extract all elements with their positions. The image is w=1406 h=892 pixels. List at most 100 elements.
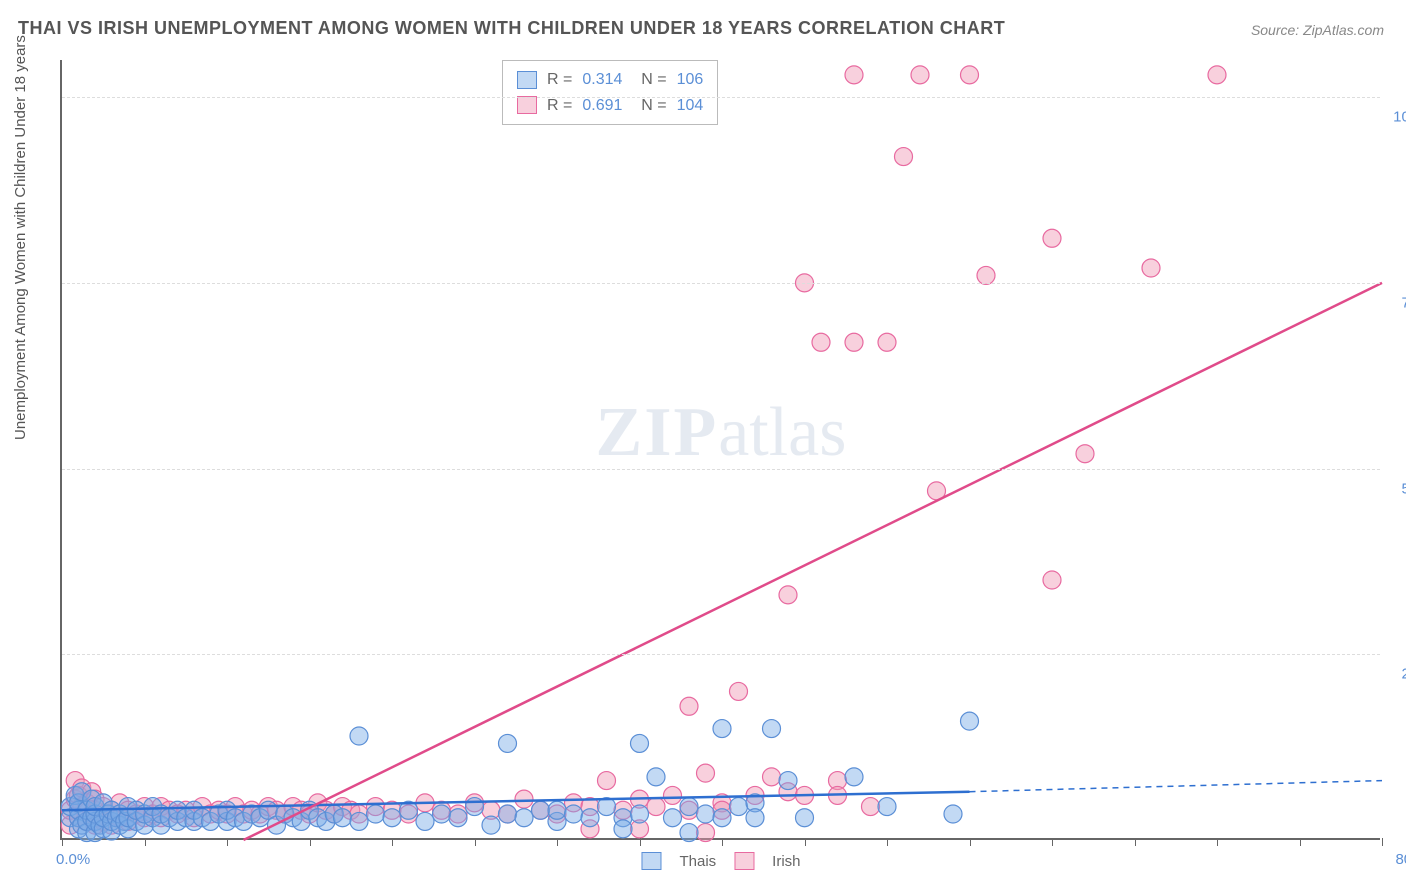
chart-title: THAI VS IRISH UNEMPLOYMENT AMONG WOMEN W… bbox=[18, 18, 1005, 39]
x-tick bbox=[1217, 838, 1218, 846]
x-tick bbox=[1052, 838, 1053, 846]
irish-point bbox=[664, 786, 682, 804]
thais-point bbox=[367, 805, 385, 823]
irish-point bbox=[1043, 229, 1061, 247]
x-tick bbox=[62, 838, 63, 846]
thais-point bbox=[713, 809, 731, 827]
thais-point bbox=[730, 798, 748, 816]
stats-r-value: 0.314 bbox=[582, 67, 622, 93]
irish-point bbox=[1208, 66, 1226, 84]
thais-point bbox=[779, 772, 797, 790]
irish-point bbox=[598, 772, 616, 790]
x-tick bbox=[722, 838, 723, 846]
x-tick bbox=[805, 838, 806, 846]
thais-point bbox=[466, 798, 484, 816]
irish-point bbox=[977, 266, 995, 284]
irish-point bbox=[730, 682, 748, 700]
thais-point bbox=[631, 805, 649, 823]
thais-point bbox=[647, 768, 665, 786]
thais-point bbox=[878, 798, 896, 816]
correlation-stats-box: R = 0.314 N = 106R = 0.691 N = 104 bbox=[502, 60, 718, 125]
irish-point bbox=[680, 697, 698, 715]
thais-point bbox=[449, 809, 467, 827]
irish-point bbox=[647, 798, 665, 816]
irish-point bbox=[878, 333, 896, 351]
thais-point bbox=[383, 809, 401, 827]
thais-point bbox=[565, 805, 583, 823]
x-tick bbox=[145, 838, 146, 846]
irish-point bbox=[862, 798, 880, 816]
stats-n-value: 106 bbox=[677, 67, 704, 93]
irish-point bbox=[845, 66, 863, 84]
thais-point bbox=[944, 805, 962, 823]
thais-point bbox=[746, 809, 764, 827]
x-tick bbox=[392, 838, 393, 846]
thais-point bbox=[532, 801, 550, 819]
thais-point bbox=[548, 801, 566, 819]
thais-point bbox=[614, 820, 632, 838]
stats-n-label: N = bbox=[632, 67, 666, 93]
x-tick bbox=[227, 838, 228, 846]
y-tick-label: 50.0% bbox=[1401, 480, 1406, 497]
stats-swatch bbox=[517, 96, 537, 114]
irish-point bbox=[1142, 259, 1160, 277]
irish-point bbox=[779, 586, 797, 604]
irish-trendline bbox=[244, 283, 1383, 840]
plot-area: ZIPatlas R = 0.314 N = 106R = 0.691 N = … bbox=[60, 60, 1380, 840]
thais-point bbox=[680, 798, 698, 816]
thais-point bbox=[713, 720, 731, 738]
legend-label: Thais bbox=[679, 853, 716, 870]
thais-point bbox=[499, 805, 517, 823]
stats-row-thais: R = 0.314 N = 106 bbox=[517, 67, 703, 93]
irish-point bbox=[895, 148, 913, 166]
x-tick bbox=[1382, 838, 1383, 846]
thais-point bbox=[515, 809, 533, 827]
thais-point bbox=[796, 809, 814, 827]
thais-point bbox=[680, 824, 698, 842]
thais-point bbox=[664, 809, 682, 827]
x-tick bbox=[887, 838, 888, 846]
thais-point bbox=[350, 727, 368, 745]
y-tick-label: 25.0% bbox=[1401, 666, 1406, 683]
irish-point bbox=[515, 790, 533, 808]
gridline bbox=[62, 283, 1380, 284]
x-tick bbox=[310, 838, 311, 846]
gridline bbox=[62, 469, 1380, 470]
thais-point bbox=[763, 720, 781, 738]
irish-point bbox=[1043, 571, 1061, 589]
thais-point bbox=[631, 734, 649, 752]
x-tick bbox=[475, 838, 476, 846]
irish-point bbox=[961, 66, 979, 84]
x-tick bbox=[557, 838, 558, 846]
irish-point bbox=[812, 333, 830, 351]
thais-trendline-extension bbox=[970, 781, 1383, 792]
legend-swatch bbox=[641, 852, 661, 870]
legend-swatch bbox=[734, 852, 754, 870]
x-axis-legend: Thais Irish bbox=[641, 852, 800, 870]
legend-label: Irish bbox=[772, 853, 800, 870]
gridline bbox=[62, 654, 1380, 655]
irish-point bbox=[697, 764, 715, 782]
thais-point bbox=[499, 734, 517, 752]
x-tick bbox=[970, 838, 971, 846]
thais-point bbox=[433, 805, 451, 823]
y-tick-label: 75.0% bbox=[1401, 294, 1406, 311]
irish-point bbox=[911, 66, 929, 84]
thais-point bbox=[416, 812, 434, 830]
y-axis-label: Unemployment Among Women with Children U… bbox=[12, 35, 29, 440]
x-tick-label: 80.0% bbox=[1395, 851, 1406, 868]
thais-point bbox=[697, 805, 715, 823]
irish-point bbox=[763, 768, 781, 786]
thais-point bbox=[581, 809, 599, 827]
y-tick-label: 100.0% bbox=[1393, 109, 1406, 126]
thais-point bbox=[350, 812, 368, 830]
x-tick-label: 0.0% bbox=[56, 851, 90, 868]
stats-swatch bbox=[517, 71, 537, 89]
gridline bbox=[62, 97, 1380, 98]
thais-point bbox=[961, 712, 979, 730]
chart-source: Source: ZipAtlas.com bbox=[1251, 22, 1384, 38]
irish-point bbox=[697, 824, 715, 842]
irish-point bbox=[1076, 445, 1094, 463]
chart-svg bbox=[62, 60, 1380, 838]
thais-point bbox=[334, 809, 352, 827]
